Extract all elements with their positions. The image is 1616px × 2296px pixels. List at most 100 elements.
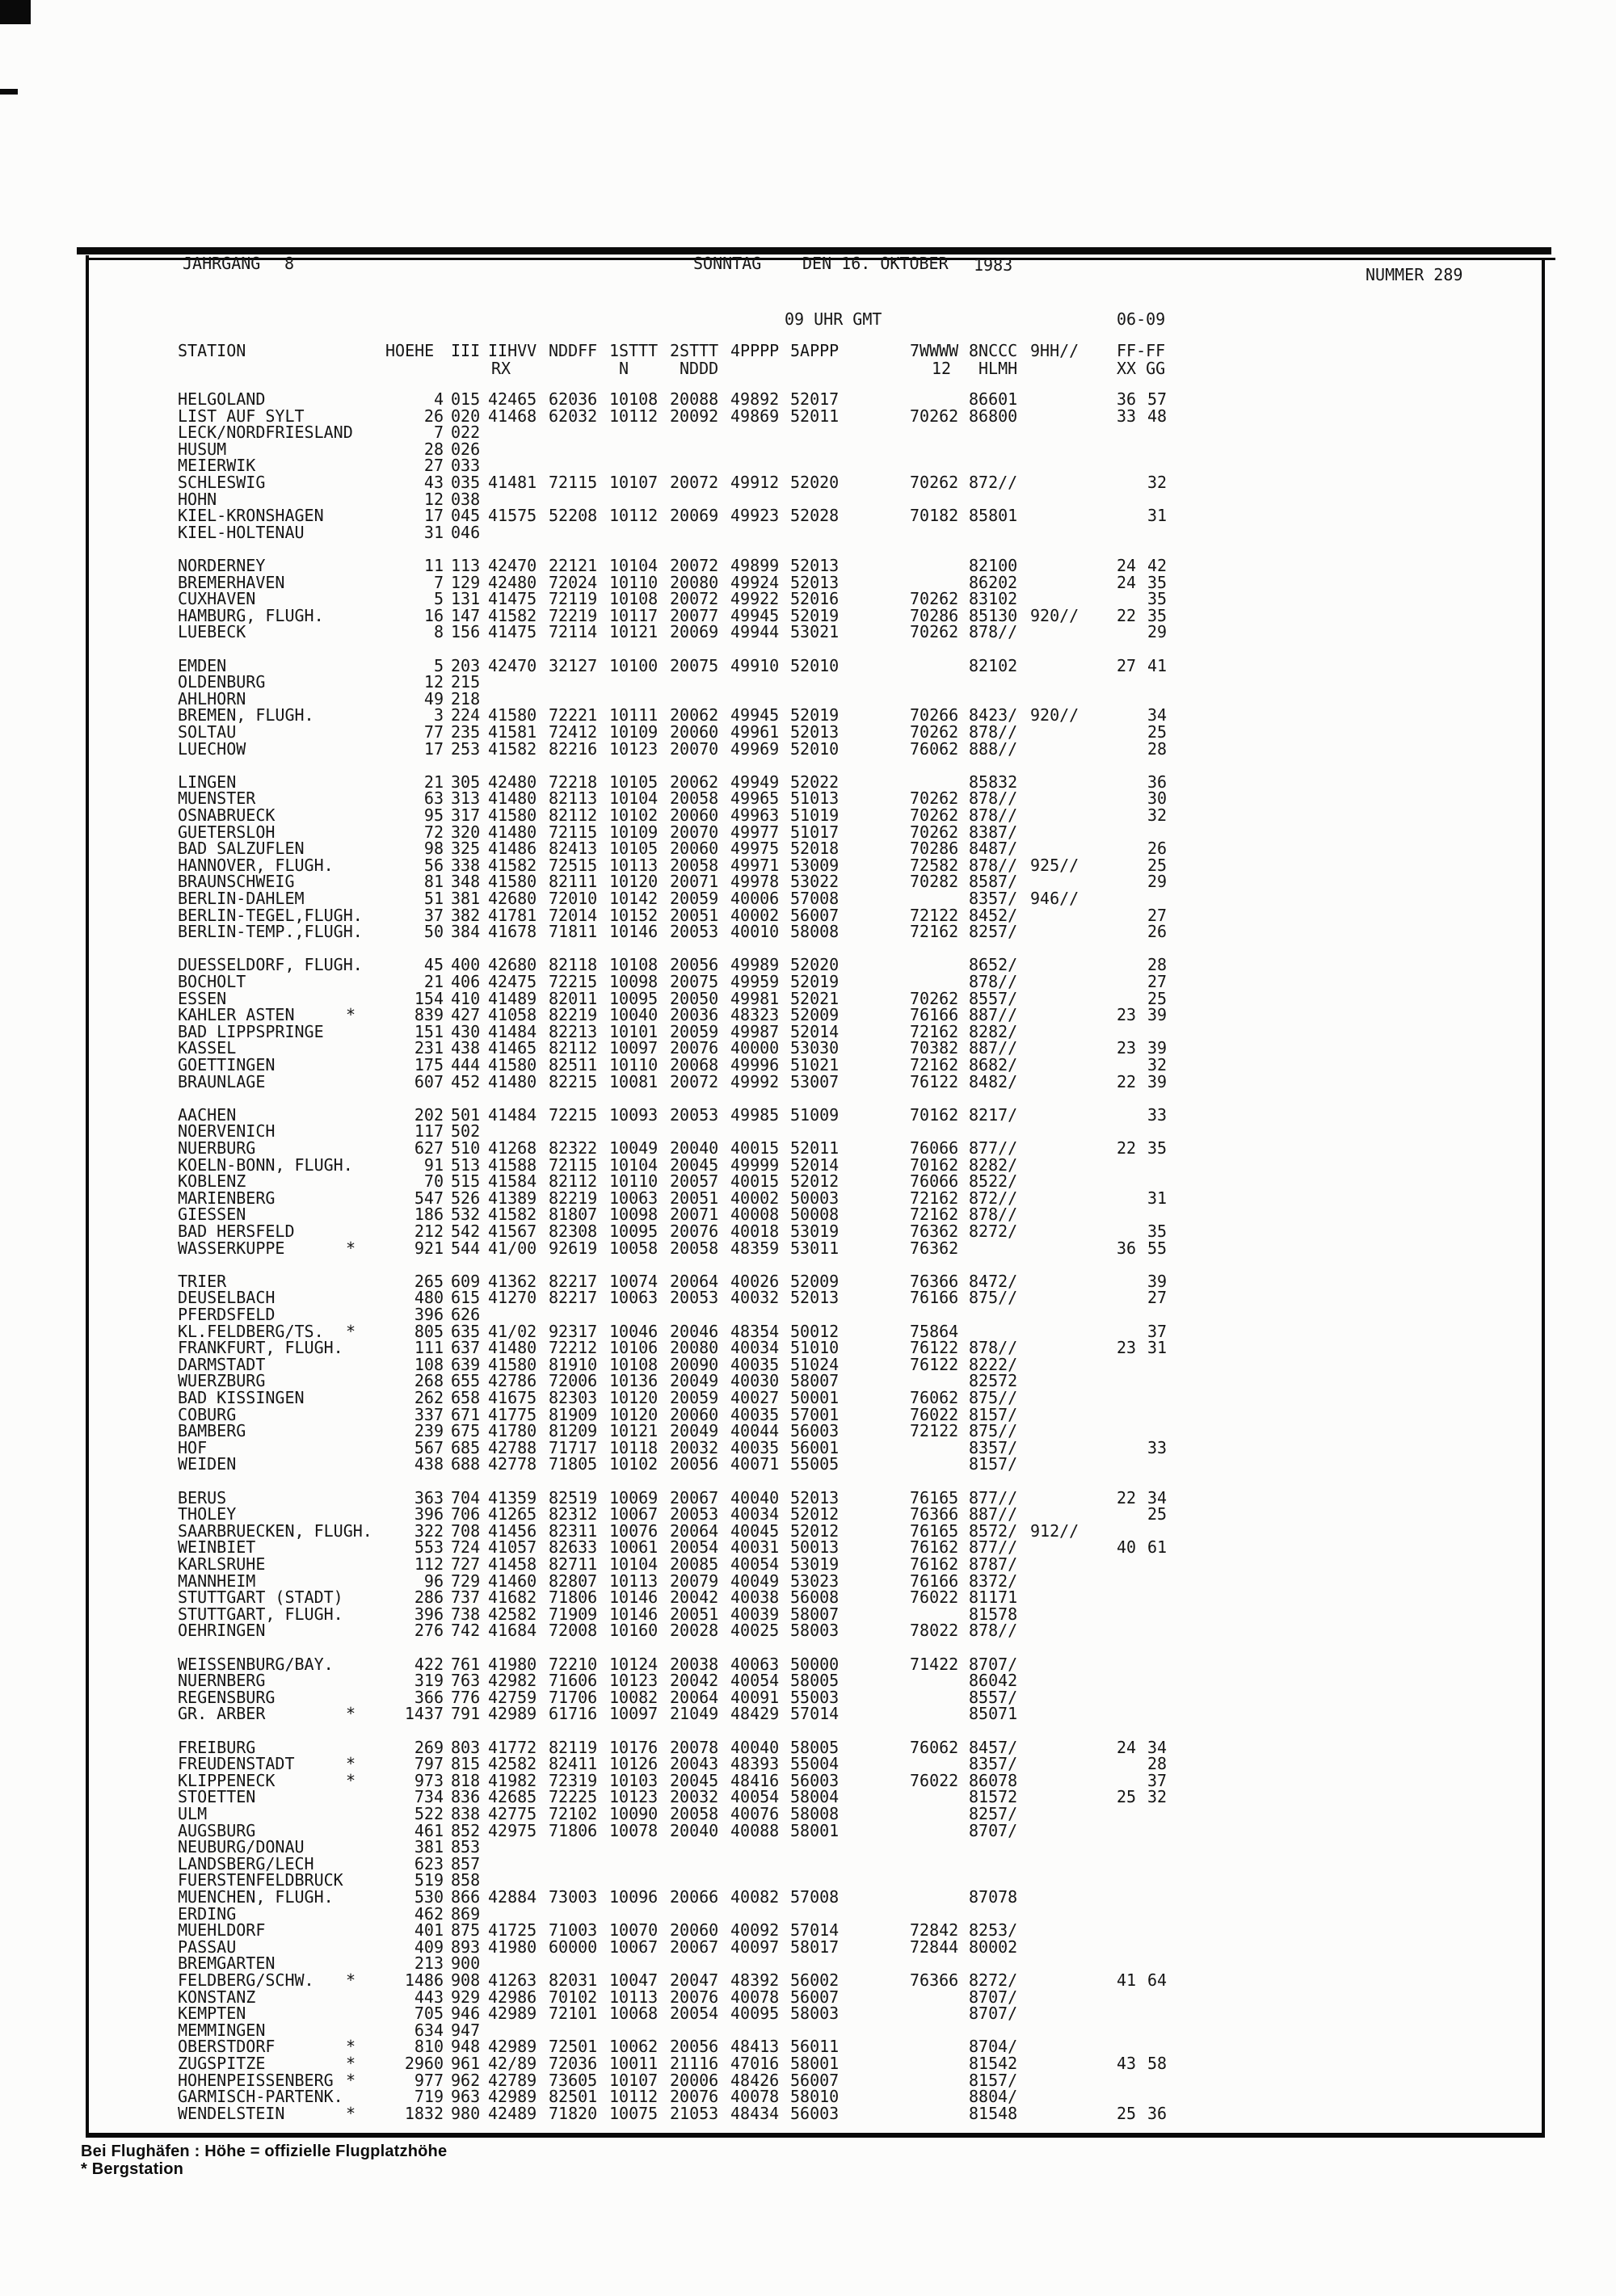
col-iii: 635	[451, 1321, 481, 1341]
col-4pppp: 40002	[730, 1188, 780, 1208]
col-nddff: 72210	[549, 1654, 598, 1674]
col-1sttt: 10082	[609, 1687, 659, 1707]
col-iihvv: 41781	[488, 905, 537, 925]
col-2sttt: 20053	[670, 1288, 719, 1308]
col-iii: 033	[451, 456, 481, 476]
col-hoehe: 396	[414, 1305, 444, 1324]
col-nddff: 73003	[549, 1887, 598, 1907]
col-hoehe: 11	[423, 556, 444, 575]
col-5appp: 57008	[790, 889, 840, 908]
col-4pppp: 40038	[730, 1587, 780, 1608]
col-4pppp: 49924	[730, 572, 780, 592]
col-hoehe: 1486	[404, 1970, 444, 1990]
col-4pppp: 40049	[730, 1571, 780, 1591]
col-7wwww: 70262	[910, 722, 959, 742]
station-name: BAD SALZUFLEN	[178, 839, 305, 859]
col-iii: 317	[451, 805, 481, 825]
col-hoehe: 45	[423, 955, 444, 975]
col-1sttt: 10113	[609, 1987, 659, 2007]
col-hoehe: 17	[423, 506, 444, 526]
col-nddff: 62036	[549, 389, 598, 409]
col-nddff: 72221	[549, 705, 598, 725]
col-2sttt: 20040	[670, 1820, 719, 1840]
col-ff: 22	[1117, 605, 1137, 625]
col-1sttt: 10062	[609, 2037, 659, 2057]
col-iii: 325	[451, 839, 481, 859]
col-nddff: 71706	[549, 1687, 598, 1707]
col-4pppp: 40078	[730, 2087, 780, 2107]
station-name: ESSEN	[178, 988, 227, 1008]
col-hoehe: 7	[433, 423, 444, 443]
col-5appp: 56003	[790, 2103, 840, 2123]
col-iii: 869	[451, 1903, 481, 1924]
col-hoehe: 154	[414, 988, 444, 1008]
table-row: GARMISCH-PARTENK. 719 963 42989 82501 10112 20…	[0, 2088, 1616, 2105]
col-nddff: 72225	[549, 1787, 598, 1807]
col-iihvv: 41480	[488, 1338, 537, 1358]
col-iii: 729	[451, 1571, 481, 1591]
station-name: NUERNBERG	[178, 1671, 266, 1691]
col-iii: 452	[451, 1071, 481, 1091]
col-nddff: 62032	[549, 406, 598, 426]
col-hoehe: 2960	[404, 2054, 444, 2073]
col-gg: 31	[1147, 1338, 1168, 1358]
col-8nccc: 82100	[969, 556, 1018, 575]
header-xx-gg: XX GG	[1117, 359, 1166, 378]
col-2sttt: 20056	[670, 1454, 719, 1474]
col-hoehe: 286	[414, 1587, 444, 1608]
col-hoehe: 805	[414, 1321, 444, 1341]
col-4pppp: 40063	[730, 1654, 780, 1674]
col-9hh: 912//	[1030, 1520, 1079, 1541]
col-7wwww: 76066	[910, 1138, 959, 1158]
col-iihvv: 42470	[488, 655, 537, 675]
col-5appp: 50008	[790, 1205, 840, 1225]
table-row: KARLSRUHE 112 727 41458 82711 10104 20085 40054…	[0, 1556, 1616, 1573]
issue-date: DEN 16. OKTOBER	[802, 254, 949, 273]
col-iihvv: 41580	[488, 705, 537, 725]
col-1sttt: 10123	[609, 1787, 659, 1807]
station-name: FUERSTENFELDBRUCK	[178, 1870, 343, 1890]
col-5appp: 51019	[790, 805, 840, 825]
col-8nccc: 85801	[969, 506, 1018, 526]
col-iii: 384	[451, 922, 481, 942]
col-8nccc: 86202	[969, 572, 1018, 592]
col-5appp: 52013	[790, 1487, 840, 1508]
table-row: KL.FELDBERG/TS. * 805 635 41/02 92317 10046 200…	[0, 1323, 1616, 1340]
col-iii: 675	[451, 1421, 481, 1441]
station-name: AUGSBURG	[178, 1820, 256, 1840]
station-name: NUERBURG	[178, 1138, 256, 1158]
col-ff: 25	[1117, 2103, 1137, 2123]
col-4pppp: 40054	[730, 1554, 780, 1574]
col-hoehe: 719	[414, 2087, 444, 2107]
station-name: HELGOLAND	[178, 389, 266, 409]
col-gg: 32	[1147, 473, 1168, 492]
col-2sttt: 20050	[670, 988, 719, 1008]
col-iii: 724	[451, 1537, 481, 1558]
scan-edge-mark	[0, 89, 18, 95]
col-4pppp: 40078	[730, 1987, 780, 2007]
col-nddff: 72036	[549, 2054, 598, 2073]
col-nddff: 72101	[549, 2004, 598, 2024]
col-1sttt: 10109	[609, 822, 659, 842]
station-name: MUENCHEN, FLUGH.	[178, 1887, 334, 1907]
table-row: BREMEN, FLUGH. 3 224 41580 72221 10111 20062 49…	[0, 707, 1616, 724]
col-hoehe: 396	[414, 1604, 444, 1624]
col-iihvv: 41567	[488, 1222, 537, 1241]
col-gg: 33	[1147, 1104, 1168, 1125]
col-nddff: 71811	[549, 922, 598, 942]
col-2sttt: 20058	[670, 855, 719, 875]
col-1sttt: 10107	[609, 2070, 659, 2090]
col-4pppp: 48434	[730, 2103, 780, 2123]
station-name: KASSEL	[178, 1038, 237, 1058]
table-row: THOLEY 396 706 41265 82312 10067 20053 40034 520…	[0, 1506, 1616, 1523]
col-iii: 502	[451, 1121, 481, 1142]
col-gg: 25	[1147, 988, 1168, 1008]
table-row: HUSUM 28 026	[0, 441, 1616, 458]
col-iihvv: 42778	[488, 1454, 537, 1474]
col-gg: 35	[1147, 1222, 1168, 1241]
col-2sttt: 20051	[670, 905, 719, 925]
table-row: FUERSTENFELDBRUCK 519 858	[0, 1872, 1616, 1889]
col-4pppp: 49996	[730, 1055, 780, 1074]
col-1sttt: 10096	[609, 1887, 659, 1907]
col-iihvv: 41456	[488, 1520, 537, 1541]
